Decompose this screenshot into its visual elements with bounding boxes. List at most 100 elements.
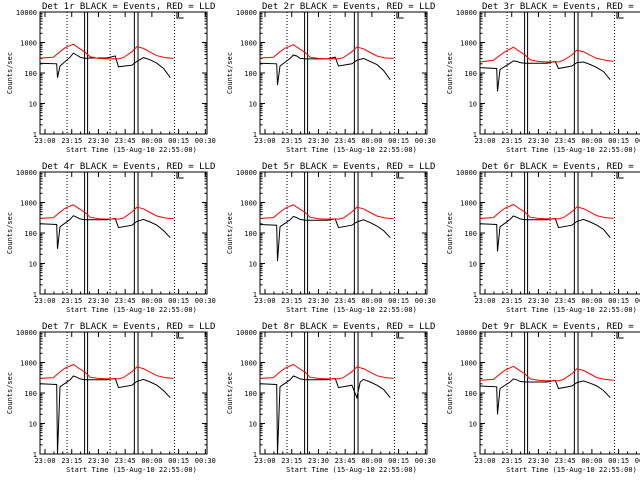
x-tick-label: 00:30 (415, 137, 436, 145)
chart-panel: Det 3r BLACK = Events, RED = LLD 1 10 100 10… (446, 2, 640, 154)
bracket-marker (396, 12, 404, 19)
chart-title: Det 5r BLACK = Events, RED = LLD (262, 162, 435, 172)
y-tick-label: 1 (473, 291, 477, 299)
x-tick-label: 00:15 (168, 137, 189, 145)
y-axis-label: Counts/sec (446, 212, 454, 254)
x-tick-label: 23:15 (501, 457, 522, 465)
x-tick-label: 23:15 (61, 137, 82, 145)
y-tick-label: 10 (29, 261, 37, 269)
series-line (479, 46, 614, 63)
x-axis-label: Start Time (15-Aug-10 22:55:00) (286, 146, 417, 154)
plot-frame (479, 331, 640, 455)
chart-panel: Det 7r BLACK = Events, RED = LLD 1 10 100 10… (6, 322, 216, 474)
y-axis-label: Counts/sec (226, 212, 234, 254)
x-tick-label: 23:00 (254, 297, 275, 305)
chart-panel: Det 1r BLACK = Events, RED = LLD 1 10 100 10… (6, 2, 216, 154)
y-axis-label: Counts/sec (6, 212, 14, 254)
x-tick-label: 00:15 (608, 137, 629, 145)
y-tick-label: 1 (473, 131, 477, 139)
y-tick-label: 100 (464, 70, 477, 78)
series-line (259, 363, 394, 380)
x-tick-label: 00:00 (361, 137, 382, 145)
x-tick-label: 23:00 (254, 457, 275, 465)
y-tick-label: 10000 (16, 169, 37, 177)
x-tick-label: 00:30 (635, 297, 640, 305)
series-line (479, 60, 611, 92)
series-line (479, 203, 614, 220)
x-tick-label: 23:45 (555, 297, 576, 305)
y-axis-label: Counts/sec (6, 372, 14, 414)
series-line (259, 204, 394, 220)
x-tick-label: 23:45 (555, 137, 576, 145)
x-tick-label: 23:30 (528, 137, 549, 145)
chart-title: Det 3r BLACK = Events, RED = LLD (482, 2, 640, 12)
x-axis-label: Start Time (15-Aug-10 22:55:00) (66, 146, 197, 154)
x-tick-label: 23:30 (88, 137, 109, 145)
chart-panel: Det 4r BLACK = Events, RED = LLD 1 10 100 10… (6, 162, 216, 314)
x-tick-label: 00:30 (635, 137, 640, 145)
x-tick-label: 23:30 (308, 457, 329, 465)
y-tick-label: 10000 (236, 9, 257, 17)
x-axis-label: Start Time (15-Aug-10 22:55:00) (286, 306, 417, 314)
chart-title: Det 6r BLACK = Events, RED = LLD (482, 162, 640, 172)
plot-frame (39, 171, 208, 295)
chart-panel: Det 2r BLACK = Events, RED = LLD 1 10 100 10… (226, 2, 436, 154)
x-tick-label: 23:30 (88, 297, 109, 305)
y-tick-label: 100 (24, 390, 37, 398)
plot-frame (259, 11, 428, 135)
series-line (479, 378, 611, 415)
x-tick-label: 00:30 (635, 457, 640, 465)
y-tick-label: 1000 (20, 360, 37, 368)
series-line (259, 215, 391, 262)
x-tick-label: 00:00 (361, 457, 382, 465)
y-tick-label: 1 (33, 131, 37, 139)
x-tick-label: 00:30 (195, 137, 216, 145)
plot-frame (259, 331, 428, 455)
chart-title: Det 4r BLACK = Events, RED = LLD (42, 162, 215, 172)
series-line (259, 44, 394, 60)
y-tick-label: 10000 (456, 169, 477, 177)
bracket-marker (616, 332, 624, 339)
plot-frame (39, 331, 208, 455)
series-line (259, 54, 391, 86)
y-tick-label: 10 (29, 101, 37, 109)
y-tick-label: 10 (249, 101, 257, 109)
x-tick-label: 23:00 (34, 137, 55, 145)
x-tick-label: 00:00 (141, 457, 162, 465)
x-tick-label: 23:00 (474, 457, 495, 465)
x-tick-label: 00:00 (141, 297, 162, 305)
x-axis-label: Start Time (15-Aug-10 22:55:00) (506, 146, 637, 154)
chart-panel: Det 9r BLACK = Events, RED = LLD 1 10 100 10… (446, 322, 640, 474)
bracket-marker (396, 332, 404, 339)
x-tick-label: 23:00 (34, 457, 55, 465)
x-tick-label: 23:45 (115, 137, 136, 145)
y-tick-label: 1000 (460, 200, 477, 208)
y-tick-label: 100 (244, 230, 257, 238)
chart-title: Det 7r BLACK = Events, RED = LLD (42, 322, 215, 332)
chart-title: Det 2r BLACK = Events, RED = LLD (262, 2, 435, 12)
y-axis-label: Counts/sec (446, 52, 454, 94)
bracket-marker (616, 172, 624, 179)
y-axis-label: Counts/sec (226, 52, 234, 94)
y-axis-label: Counts/sec (446, 372, 454, 414)
plot-frame (479, 11, 640, 135)
x-tick-label: 23:00 (474, 297, 495, 305)
y-tick-label: 10000 (456, 9, 477, 17)
series-line (39, 52, 171, 78)
x-tick-label: 23:30 (528, 457, 549, 465)
x-tick-label: 00:15 (608, 457, 629, 465)
x-tick-label: 23:15 (281, 297, 302, 305)
x-tick-label: 00:15 (388, 137, 409, 145)
chart-title: Det 1r BLACK = Events, RED = LLD (42, 2, 215, 12)
x-tick-label: 00:30 (195, 297, 216, 305)
y-tick-label: 1 (253, 291, 257, 299)
y-tick-label: 100 (464, 230, 477, 238)
series-line (39, 43, 174, 60)
series-line (479, 365, 614, 382)
x-tick-label: 23:15 (501, 137, 522, 145)
y-tick-label: 1000 (460, 40, 477, 48)
x-tick-label: 23:30 (308, 137, 329, 145)
x-axis-label: Start Time (15-Aug-10 22:55:00) (506, 306, 637, 314)
y-tick-label: 10 (249, 261, 257, 269)
bracket-marker (176, 172, 184, 179)
